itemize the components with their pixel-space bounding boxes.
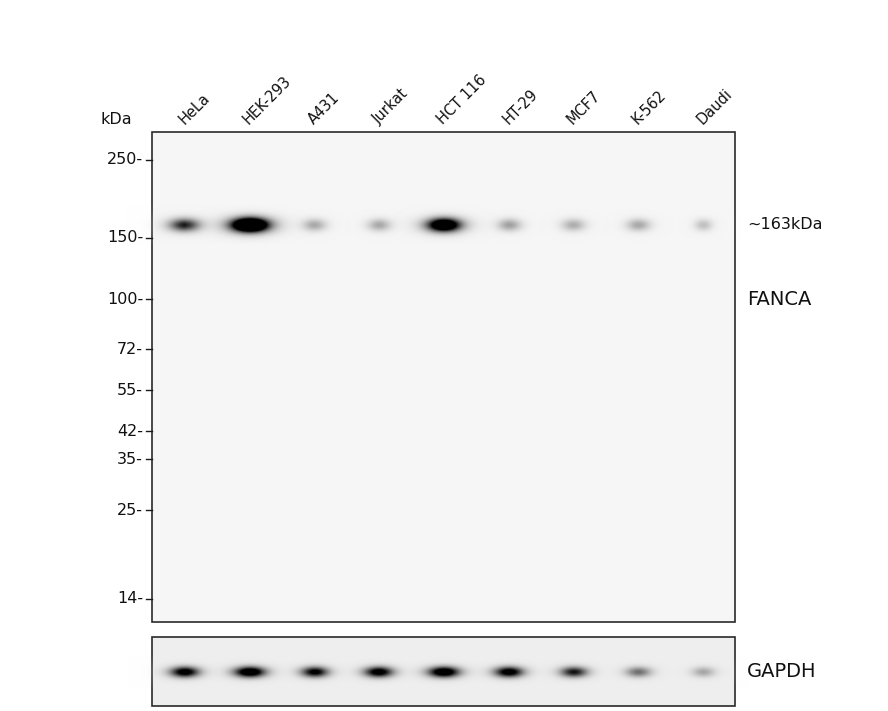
Text: HT-29: HT-29: [500, 86, 540, 127]
Text: 55-: 55-: [117, 383, 143, 397]
Text: 35-: 35-: [117, 451, 143, 466]
Text: Daudi: Daudi: [694, 86, 735, 127]
Text: K-562: K-562: [630, 87, 669, 127]
Text: MCF7: MCF7: [565, 88, 604, 127]
Text: kDa: kDa: [100, 112, 132, 127]
Text: 72-: 72-: [117, 342, 143, 357]
Text: GAPDH: GAPDH: [747, 662, 816, 681]
Text: 42-: 42-: [117, 424, 143, 439]
Text: 100-: 100-: [107, 292, 143, 306]
Bar: [152, 132, 735, 622]
Bar: [152, 637, 735, 706]
Text: 14-: 14-: [117, 591, 143, 606]
Text: 25-: 25-: [117, 503, 143, 518]
Text: 250-: 250-: [107, 152, 143, 167]
Text: HCT 116: HCT 116: [435, 73, 489, 127]
Text: 150-: 150-: [107, 230, 143, 245]
Text: FANCA: FANCA: [747, 290, 812, 309]
Text: ~163kDa: ~163kDa: [747, 218, 822, 232]
Text: HeLa: HeLa: [176, 90, 212, 127]
Text: A431: A431: [305, 90, 343, 127]
Text: HEK-293: HEK-293: [241, 73, 295, 127]
Text: Jurkat: Jurkat: [370, 86, 411, 127]
